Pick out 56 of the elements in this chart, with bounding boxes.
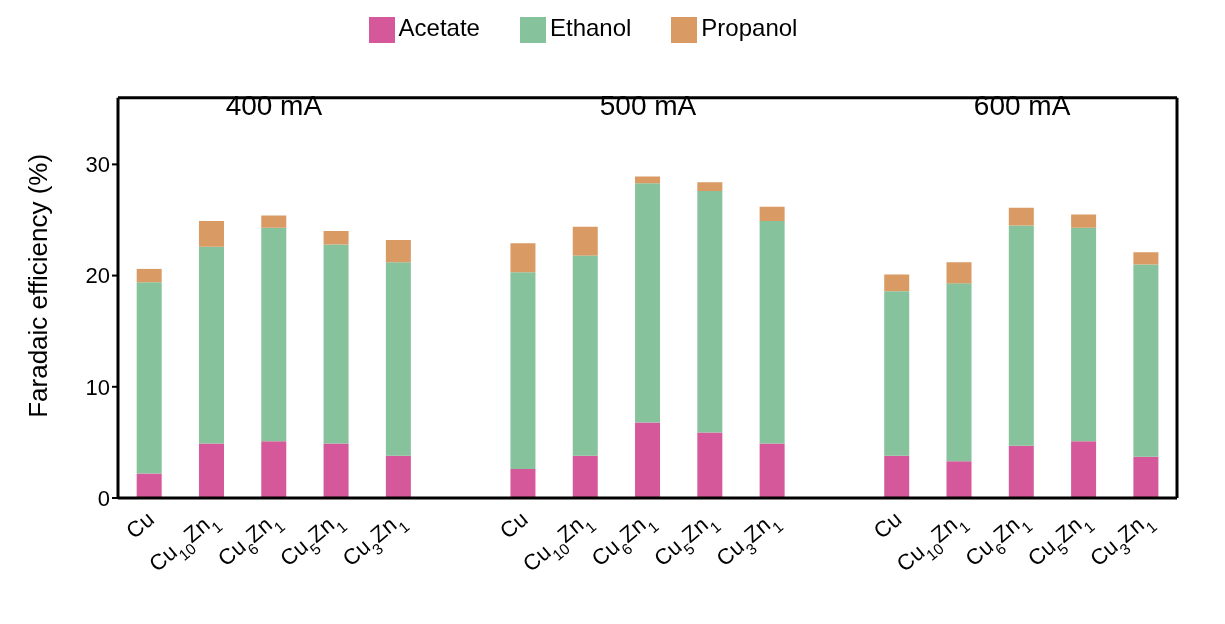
legend-label: Ethanol [549, 14, 632, 41]
x-tick-label: Cu [868, 506, 907, 544]
bar [635, 176, 661, 184]
y-tick-label: 30 [85, 152, 110, 178]
bar [385, 455, 411, 498]
bar [1133, 252, 1159, 265]
bar [635, 183, 661, 423]
bar [198, 221, 224, 247]
bar [572, 255, 598, 456]
bar [323, 244, 349, 444]
bar [884, 455, 910, 498]
bar [1133, 456, 1159, 498]
bar [946, 461, 972, 498]
bar [697, 191, 723, 433]
bar [510, 272, 536, 470]
bar [946, 283, 972, 462]
bar [1008, 225, 1034, 446]
bar [635, 422, 661, 498]
y-tick-label: 20 [85, 263, 110, 289]
legend-label: Acetate [398, 14, 480, 41]
y-tick-label: 10 [85, 374, 110, 400]
bar [136, 268, 162, 283]
bar [323, 443, 349, 498]
bar [198, 443, 224, 498]
bar [261, 441, 287, 498]
bar [198, 246, 224, 444]
y-axis-title: Faradaic efficiency (%) [23, 153, 54, 418]
y-tick-label: 0 [97, 485, 110, 511]
bar [510, 469, 536, 498]
bar [884, 291, 910, 456]
bar [385, 240, 411, 263]
bar [261, 215, 287, 228]
bar [572, 455, 598, 498]
x-tick-label: Cu [121, 506, 159, 544]
legend-label: Propanol [701, 14, 798, 41]
bar [759, 221, 785, 444]
bar [759, 206, 785, 222]
bar [136, 282, 162, 474]
bar [1008, 207, 1034, 226]
bar [1071, 227, 1097, 442]
bar [572, 226, 598, 256]
bar [697, 182, 723, 192]
bar [261, 227, 287, 442]
bar [323, 231, 349, 245]
bar [1008, 445, 1034, 498]
bar [884, 274, 910, 292]
bar [510, 243, 536, 273]
bar [759, 443, 785, 498]
bar [1071, 441, 1097, 498]
bar [136, 473, 162, 498]
bar [385, 262, 411, 456]
x-tick-label: Cu [494, 506, 533, 544]
bar [1133, 264, 1159, 457]
bar [697, 432, 723, 498]
bar [1071, 214, 1097, 228]
bar [946, 262, 972, 284]
